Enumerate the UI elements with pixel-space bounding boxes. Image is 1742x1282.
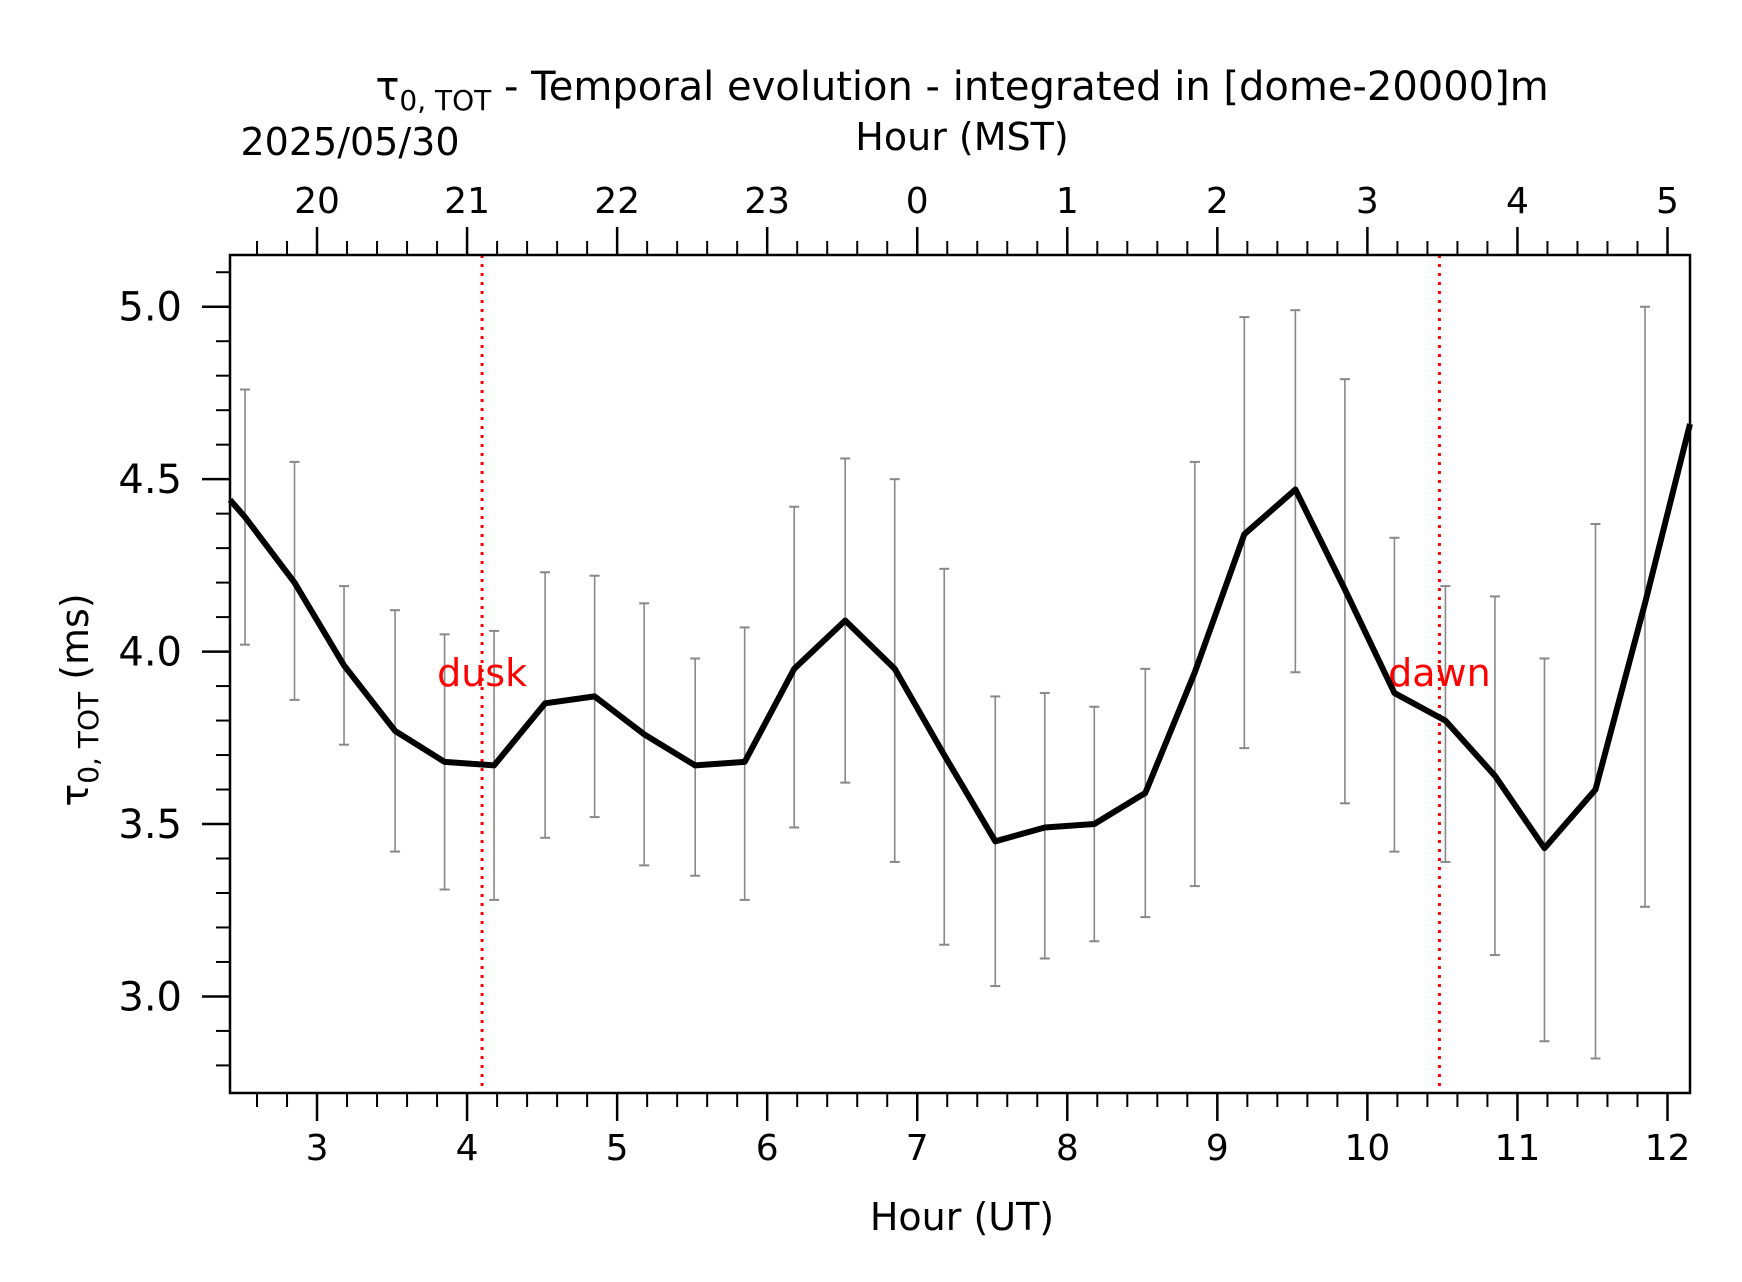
top-axis-label: Hour (MST) xyxy=(855,115,1068,159)
x-tick-label: 12 xyxy=(1645,1128,1691,1169)
y-tick-label: 4.0 xyxy=(118,630,182,676)
top-tick-label: 3 xyxy=(1356,181,1379,222)
plot-area: dusk dawn 3 20 4 21 5 22 6 23 7 0 8 1 9 2 10 3 11 4 12 5 3.0 3.… xyxy=(118,181,1693,1169)
date-label: 2025/05/30 xyxy=(240,120,459,164)
y-tick-label: 5.0 xyxy=(118,285,182,331)
chart-title: τ0, TOT - Temporal evolution - integrate… xyxy=(375,64,1548,117)
top-tick-label: 4 xyxy=(1506,181,1529,222)
y-axis-label: τ0, TOT (ms) xyxy=(53,593,105,806)
x-tick-label: 3 xyxy=(306,1128,329,1169)
top-tick-label: 22 xyxy=(594,181,640,222)
marker-label-dawn: dawn xyxy=(1388,651,1491,695)
top-tick-label: 0 xyxy=(906,181,929,222)
top-tick-label: 21 xyxy=(444,181,490,222)
top-tick-label: 2 xyxy=(1206,181,1229,222)
y-tick-label: 4.5 xyxy=(118,457,182,503)
x-tick-label: 5 xyxy=(606,1128,629,1169)
marker-label-dusk: dusk xyxy=(437,651,527,695)
y-tick-label: 3.5 xyxy=(118,802,182,848)
plot-frame xyxy=(228,253,1692,1095)
top-tick-label: 5 xyxy=(1656,181,1679,222)
series-line xyxy=(227,423,1693,852)
x-tick-label: 7 xyxy=(906,1128,929,1169)
x-tick-label: 11 xyxy=(1495,1128,1541,1169)
top-tick-label: 23 xyxy=(744,181,790,222)
y-tick-label: 3.0 xyxy=(118,974,182,1020)
x-tick-label: 6 xyxy=(756,1128,779,1169)
x-tick-label: 8 xyxy=(1056,1128,1079,1169)
top-tick-label: 20 xyxy=(294,181,340,222)
x-tick-label: 4 xyxy=(456,1128,479,1169)
x-axis-label: Hour (UT) xyxy=(870,1195,1054,1239)
x-tick-label: 9 xyxy=(1206,1128,1229,1169)
top-tick-label: 1 xyxy=(1056,181,1079,222)
x-tick-label: 10 xyxy=(1344,1128,1390,1169)
